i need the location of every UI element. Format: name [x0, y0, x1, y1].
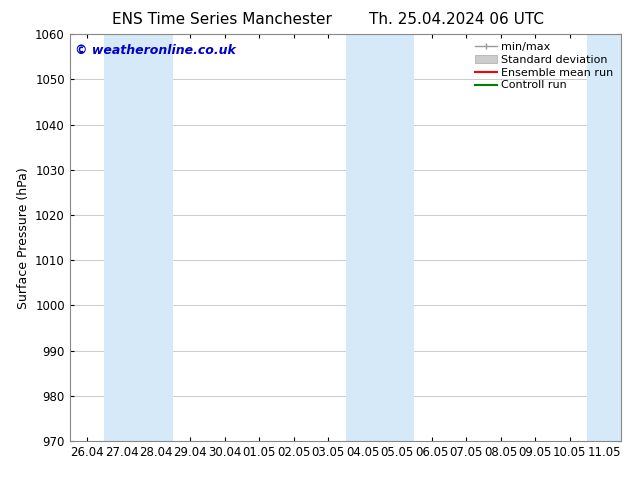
- Text: © weatheronline.co.uk: © weatheronline.co.uk: [75, 45, 236, 57]
- Legend: min/max, Standard deviation, Ensemble mean run, Controll run: min/max, Standard deviation, Ensemble me…: [470, 38, 618, 95]
- Bar: [346, 34, 415, 441]
- Bar: [587, 34, 621, 441]
- Bar: [104, 34, 173, 441]
- Text: Th. 25.04.2024 06 UTC: Th. 25.04.2024 06 UTC: [369, 12, 544, 27]
- Text: ENS Time Series Manchester: ENS Time Series Manchester: [112, 12, 332, 27]
- Y-axis label: Surface Pressure (hPa): Surface Pressure (hPa): [16, 167, 30, 309]
